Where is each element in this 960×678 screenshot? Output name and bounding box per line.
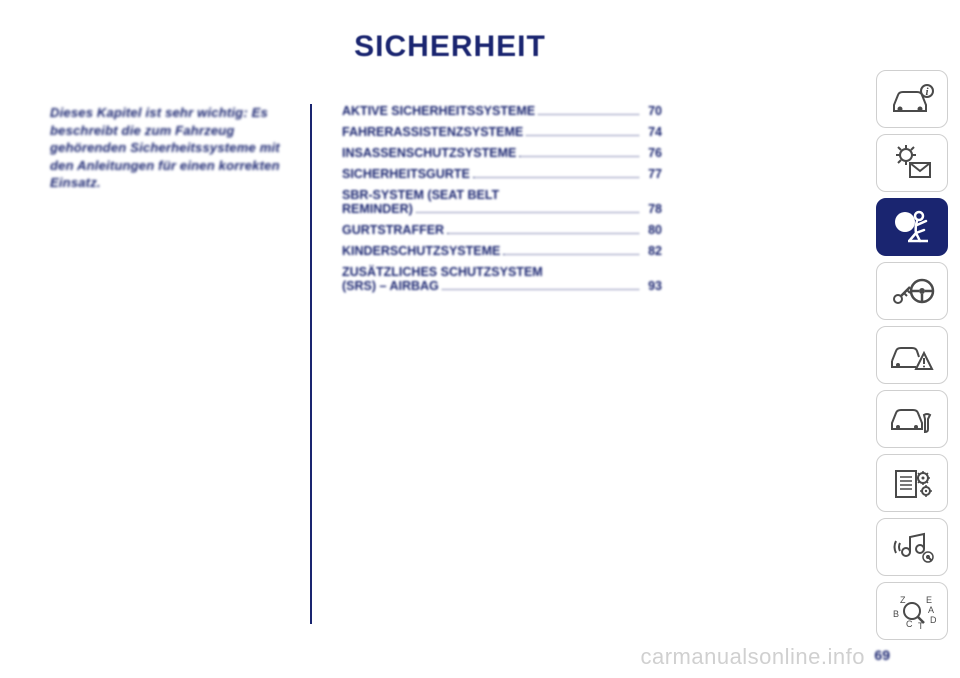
chapter-title: SICHERHEIT <box>50 30 850 64</box>
column-divider <box>310 104 312 624</box>
tab-index[interactable]: Z B C T E A D <box>876 582 948 640</box>
dashboard-message-icon <box>888 143 936 183</box>
tab-maintenance[interactable] <box>876 390 948 448</box>
key-steering-icon <box>888 271 936 311</box>
toc-item: AKTIVE SICHERHEITSSYSTEME 70 <box>342 104 662 118</box>
svg-text:C: C <box>906 619 913 629</box>
tab-safety-airbag[interactable] <box>876 198 948 256</box>
toc-page-number: 77 <box>642 167 662 181</box>
toc-item: GURTSTRAFFER 80 <box>342 223 662 237</box>
toc-item: ZUSÄTZLICHES SCHUTZSYSTEM(SRS) – AIRBAG 9… <box>342 265 662 293</box>
toc-label: REMINDER) <box>342 202 413 216</box>
toc-label: GURTSTRAFFER <box>342 223 444 237</box>
toc-leader-dots <box>526 135 639 136</box>
toc-item: SBR-SYSTEM (SEAT BELTREMINDER) 78 <box>342 188 662 216</box>
toc-page-number: 78 <box>642 202 662 216</box>
manual-page: SICHERHEIT Dieses Kapitel ist sehr wicht… <box>0 0 960 678</box>
toc-item: FAHRERASSISTENZSYSTEME 74 <box>342 125 662 139</box>
svg-text:E: E <box>926 595 932 605</box>
toc-item: INSASSENSCHUTZSYSTEME 76 <box>342 146 662 160</box>
car-maintenance-icon <box>888 399 936 439</box>
toc-label: SICHERHEITSGURTE <box>342 167 470 181</box>
toc-column: AKTIVE SICHERHEITSSYSTEME 70 FAHRERASSISTE… <box>312 104 662 624</box>
tab-emergency[interactable] <box>876 326 948 384</box>
toc-label: INSASSENSCHUTZSYSTEME <box>342 146 516 160</box>
index-icon: Z B C T E A D <box>888 591 936 631</box>
toc-label-line2-row: (SRS) – AIRBAG 93 <box>342 279 662 293</box>
vehicle-info-icon: i <box>888 79 936 119</box>
svg-text:B: B <box>893 609 899 619</box>
toc-label: AKTIVE SICHERHEITSSYSTEME <box>342 104 535 118</box>
car-warning-icon <box>888 335 936 375</box>
toc-list: AKTIVE SICHERHEITSSYSTEME 70 FAHRERASSISTE… <box>342 104 662 293</box>
tab-technical-data[interactable] <box>876 454 948 512</box>
toc-leader-dots <box>473 177 639 178</box>
toc-page-number: 70 <box>642 104 662 118</box>
tab-starting-driving[interactable] <box>876 262 948 320</box>
content-area: Dieses Kapitel ist sehr wichtig: Es besc… <box>50 104 850 624</box>
toc-item: SICHERHEITSGURTE 77 <box>342 167 662 181</box>
toc-page-number: 82 <box>642 244 662 258</box>
toc-page-number: 74 <box>642 125 662 139</box>
svg-text:T: T <box>918 621 924 631</box>
toc-label-line2-row: REMINDER) 78 <box>342 202 662 216</box>
airbag-icon <box>888 207 936 247</box>
toc-page-number: 76 <box>642 146 662 160</box>
toc-label: (SRS) – AIRBAG <box>342 279 439 293</box>
page-number: 69 <box>874 647 890 663</box>
svg-text:Z: Z <box>900 595 906 605</box>
tab-multimedia[interactable] <box>876 518 948 576</box>
watermark: carmanualsonline.info <box>640 644 865 670</box>
toc-leader-dots <box>538 114 639 115</box>
toc-leader-dots <box>519 156 639 157</box>
toc-leader-dots <box>503 254 639 255</box>
toc-label: FAHRERASSISTENZSYSTEME <box>342 125 523 139</box>
toc-page-number: 80 <box>642 223 662 237</box>
toc-page-number: 93 <box>642 279 662 293</box>
multimedia-icon <box>888 527 936 567</box>
document-settings-icon <box>888 463 936 503</box>
intro-text: Dieses Kapitel ist sehr wichtig: Es besc… <box>50 104 280 192</box>
tab-vehicle-info[interactable]: i <box>876 70 948 128</box>
toc-leader-dots <box>447 233 639 234</box>
svg-text:A: A <box>928 605 934 615</box>
toc-leader-dots <box>416 212 639 213</box>
tab-dashboard-messages[interactable] <box>876 134 948 192</box>
toc-leader-dots <box>442 289 639 290</box>
intro-column: Dieses Kapitel ist sehr wichtig: Es besc… <box>50 104 310 624</box>
toc-item: KINDERSCHUTZSYSTEME 82 <box>342 244 662 258</box>
toc-label-line1: ZUSÄTZLICHES SCHUTZSYSTEM <box>342 265 662 279</box>
toc-label-line1: SBR-SYSTEM (SEAT BELT <box>342 188 662 202</box>
toc-label: KINDERSCHUTZSYSTEME <box>342 244 500 258</box>
svg-text:D: D <box>930 615 936 625</box>
section-tabs-sidebar: i <box>876 70 948 640</box>
